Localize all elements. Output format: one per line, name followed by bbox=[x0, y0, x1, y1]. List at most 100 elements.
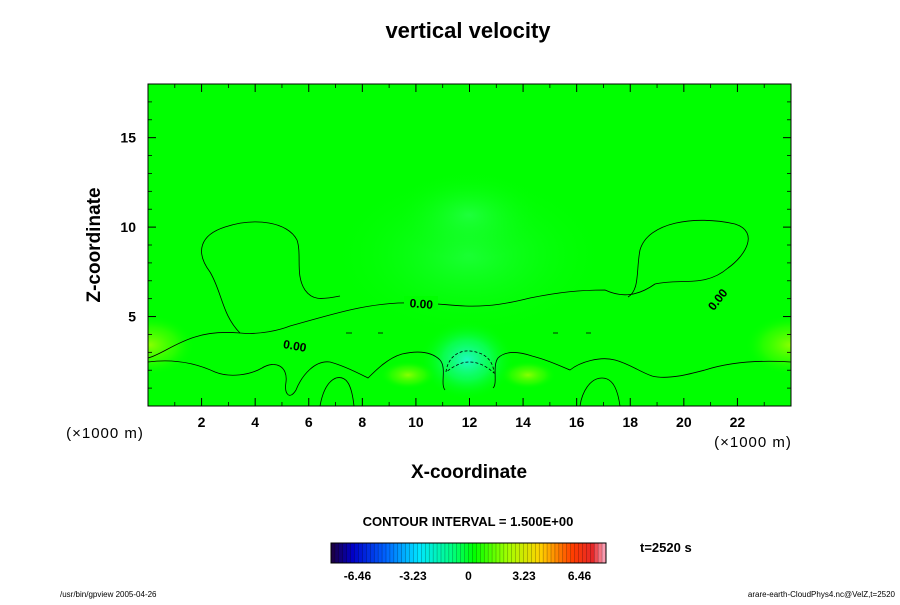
y-tick-label: 10 bbox=[120, 219, 136, 235]
y-tick-label: 5 bbox=[128, 309, 136, 325]
colorbar-cell bbox=[566, 543, 571, 563]
x-tick-label: 12 bbox=[462, 414, 478, 430]
z-unit-label: (×1000 m) bbox=[66, 425, 144, 442]
colorbar-cell bbox=[331, 543, 336, 563]
colorbar-cell bbox=[472, 543, 477, 563]
colorbar-cell bbox=[602, 543, 607, 563]
colorbar-cell bbox=[558, 543, 564, 563]
contour-lines bbox=[148, 219, 791, 406]
colorbar-ticks: -6.46 -3.23 0 3.23 6.46 bbox=[344, 569, 592, 583]
lower-left-yellow bbox=[380, 361, 436, 389]
upper-pale-shading bbox=[394, 170, 544, 260]
colorbar-cell bbox=[386, 543, 391, 563]
colorbar-cell bbox=[582, 543, 587, 563]
colorbar-cell bbox=[370, 543, 375, 563]
contour-label: 0.00 bbox=[282, 337, 308, 355]
contour-interval-text: CONTOUR INTERVAL = 1.500E+00 bbox=[363, 514, 574, 529]
left-side-yellow bbox=[148, 315, 195, 375]
colorbar-cell bbox=[397, 543, 403, 563]
colorbar-cell bbox=[334, 543, 340, 563]
lower-right-yellow bbox=[500, 361, 556, 389]
contour-label: 0.00 bbox=[409, 296, 434, 312]
colorbar-cell bbox=[433, 543, 438, 563]
chart-title: vertical velocity bbox=[385, 18, 551, 43]
colorbar-cell bbox=[468, 543, 473, 563]
colorbar-cell bbox=[389, 543, 395, 563]
colorbar-cell bbox=[441, 543, 446, 563]
colorbar-cell bbox=[382, 543, 387, 563]
x-tick-label: 10 bbox=[408, 414, 424, 430]
x-axis-label: X-coordinate bbox=[411, 462, 527, 483]
colorbar-cell bbox=[598, 543, 603, 563]
colorbar-cell bbox=[374, 543, 379, 563]
colorbar-cell bbox=[346, 543, 351, 563]
x-tick-label: 4 bbox=[251, 414, 259, 430]
colorbar-cell bbox=[480, 543, 485, 563]
x-tick-label: 14 bbox=[515, 414, 531, 430]
colorbar-cell bbox=[464, 543, 469, 563]
colorbar: -6.46 -3.23 0 3.23 6.46 bbox=[330, 542, 607, 583]
colorbar-cell bbox=[543, 543, 548, 563]
colorbar-tick-label: -6.46 bbox=[344, 569, 372, 583]
colorbar-cell bbox=[405, 543, 410, 563]
colorbar-cell bbox=[499, 543, 505, 563]
colorbar-cell bbox=[531, 543, 536, 563]
time-label: t=2520 s bbox=[640, 540, 692, 555]
colorbar-tick-label: -3.23 bbox=[399, 569, 427, 583]
colorbar-cell bbox=[366, 543, 371, 563]
colorbar-cell bbox=[523, 543, 528, 563]
colorbar-cell bbox=[413, 543, 418, 563]
colorbar-cell bbox=[437, 543, 442, 563]
colorbar-cell bbox=[492, 543, 497, 563]
colorbar-tick-label: 0 bbox=[465, 569, 472, 583]
colorbar-cell bbox=[503, 543, 509, 563]
colorbar-cell bbox=[342, 543, 348, 563]
footer-right: arare-earth-CloudPhys4.nc@VelZ,t=2520 bbox=[748, 590, 896, 599]
colorbar-cell bbox=[578, 543, 583, 563]
y-axis-tick-labels: 5 10 15 bbox=[120, 130, 136, 325]
y-axis-label: Z-coordinate bbox=[84, 187, 105, 302]
colorbar-cell bbox=[358, 543, 363, 563]
colorbar-cell bbox=[409, 543, 414, 563]
contour-zero-lower bbox=[148, 351, 791, 396]
x-tick-label: 18 bbox=[622, 414, 638, 430]
colorbar-cell bbox=[574, 543, 579, 563]
colorbar-cell bbox=[393, 543, 399, 563]
colorbar-cell bbox=[515, 543, 520, 563]
colorbar-cell bbox=[551, 543, 556, 563]
colorbar-cell bbox=[401, 543, 406, 563]
x-tick-label: 20 bbox=[676, 414, 692, 430]
colorbar-cell bbox=[535, 543, 540, 563]
x-unit-label: (×1000 m) bbox=[714, 434, 792, 451]
colorbar-cell bbox=[350, 543, 355, 563]
x-tick-label: 2 bbox=[198, 414, 206, 430]
colorbar-cell bbox=[539, 543, 544, 563]
colorbar-cell bbox=[590, 543, 595, 563]
colorbar-cell bbox=[519, 543, 524, 563]
colorbar-cell bbox=[570, 543, 575, 563]
colorbar-cell bbox=[425, 543, 430, 563]
colorbar-cell bbox=[448, 543, 454, 563]
colorbar-cell bbox=[444, 543, 450, 563]
colorbar-cell bbox=[511, 543, 516, 563]
colorbar-cell bbox=[547, 543, 552, 563]
colorbar-tick-label: 3.23 bbox=[512, 569, 536, 583]
colorbar-cells bbox=[330, 543, 607, 563]
colorbar-cell bbox=[417, 543, 422, 563]
colorbar-cell bbox=[338, 543, 344, 563]
minor-ticks bbox=[148, 84, 791, 406]
core-shading bbox=[419, 320, 515, 400]
x-tick-label: 8 bbox=[358, 414, 366, 430]
colorbar-cell bbox=[354, 543, 359, 563]
colorbar-cell bbox=[488, 543, 493, 563]
contour-negative-cap bbox=[445, 350, 495, 374]
colorbar-cell bbox=[484, 543, 489, 563]
contour-zero-upper bbox=[148, 219, 749, 359]
colorbar-cell bbox=[562, 543, 568, 563]
colorbar-cell bbox=[378, 543, 383, 563]
contour-lower-right-loop bbox=[579, 377, 621, 406]
colorbar-cell bbox=[460, 543, 465, 563]
color-field-shading bbox=[148, 170, 791, 400]
colorbar-cell bbox=[507, 543, 513, 563]
